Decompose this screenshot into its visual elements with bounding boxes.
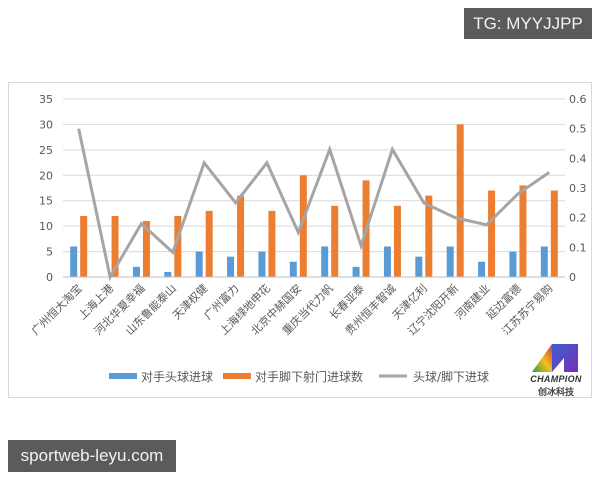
watermark-bottom-left: sportweb-leyu.com <box>8 440 176 472</box>
legend-label: 对手头球进球 <box>141 370 213 384</box>
bar-header-goals <box>383 246 391 277</box>
bar-foot-goals <box>393 205 401 277</box>
bar-header-goals <box>352 266 360 277</box>
bar-header-goals <box>478 261 486 277</box>
x-tick-label: 广州恒大淘宝 <box>28 281 85 338</box>
legend-swatch-blue <box>109 373 137 379</box>
bar-foot-goals <box>331 205 339 277</box>
y-axis-right: 0 0.1 0.2 0.3 0.4 0.5 0.6 <box>569 93 587 284</box>
bar-foot-goals <box>142 221 150 277</box>
bar-foot-goals <box>237 195 245 277</box>
bar-header-goals <box>415 256 423 277</box>
bar-foot-goals <box>456 124 464 277</box>
logo-wordmark: CHAMPION <box>530 374 582 384</box>
y-tick-label: 10 <box>39 220 53 233</box>
legend: 对手头球进球 对手脚下射门进球数 头球/脚下进球 <box>109 369 489 384</box>
line-series <box>77 128 551 282</box>
y-axis-left: 0 5 10 15 20 25 30 35 <box>39 93 53 284</box>
y-tick-label: 15 <box>39 195 53 208</box>
y-tick-label: 0 <box>46 271 53 284</box>
y-tick-label: 35 <box>39 93 53 106</box>
y-tick-label: 5 <box>46 246 53 259</box>
combo-chart: 0 5 10 15 20 25 30 35 0 0.1 0.2 0.3 0.4 0.5 0.6 广州恒大淘… <box>28 93 587 384</box>
champion-logo: CHAMPION 创冰科技 <box>522 340 590 398</box>
bar-header-goals <box>258 251 266 277</box>
bar-header-goals <box>195 251 203 277</box>
legend-swatch-orange <box>223 373 251 379</box>
bar-header-goals <box>70 246 78 277</box>
x-axis-labels: 广州恒大淘宝上海上港河北华夏幸福山东鲁能泰山天津权健广州富力上海绿地申花北京中赫… <box>28 281 555 338</box>
y2-tick-label: 0.5 <box>569 123 587 136</box>
logo-chinese-name: 创冰科技 <box>537 388 574 398</box>
bar-foot-goals <box>550 190 558 277</box>
chart-frame: 0 5 10 15 20 25 30 35 0 0.1 0.2 0.3 0.4 0.5 0.6 广州恒大淘… <box>8 82 592 398</box>
legend-label: 头球/脚下进球 <box>413 369 489 384</box>
bar-header-goals <box>509 251 517 277</box>
bar-foot-goals <box>174 215 182 277</box>
bar-header-goals <box>289 261 297 277</box>
bar-header-goals <box>164 271 172 277</box>
logo-mark-icon <box>532 344 578 372</box>
bar-header-goals <box>227 256 235 277</box>
ratio-line <box>77 128 551 282</box>
bar-header-goals <box>132 266 140 277</box>
y2-tick-label: 0 <box>569 271 576 284</box>
bar-foot-goals <box>299 175 307 277</box>
bar-foot-goals <box>519 185 527 277</box>
y2-tick-label: 0.3 <box>569 182 587 195</box>
legend-label: 对手脚下射门进球数 <box>255 369 363 384</box>
bar-foot-goals <box>80 215 88 277</box>
y-tick-label: 30 <box>39 118 53 131</box>
y2-tick-label: 0.2 <box>569 212 587 225</box>
bar-header-goals <box>446 246 454 277</box>
y2-tick-label: 0.4 <box>569 152 587 165</box>
bar-header-goals <box>321 246 329 277</box>
y-tick-label: 20 <box>39 169 53 182</box>
bar-foot-goals <box>425 195 433 277</box>
bar-foot-goals <box>111 215 119 277</box>
y2-tick-label: 0.6 <box>569 93 587 106</box>
bar-header-goals <box>540 246 548 277</box>
y-tick-label: 25 <box>39 144 53 157</box>
y2-tick-label: 0.1 <box>569 241 587 254</box>
bar-foot-goals <box>268 210 276 277</box>
watermark-top-right: TG: MYYJJPP <box>464 8 592 39</box>
bar-foot-goals <box>488 190 496 277</box>
bar-foot-goals <box>205 210 213 277</box>
bar-series <box>63 124 565 278</box>
